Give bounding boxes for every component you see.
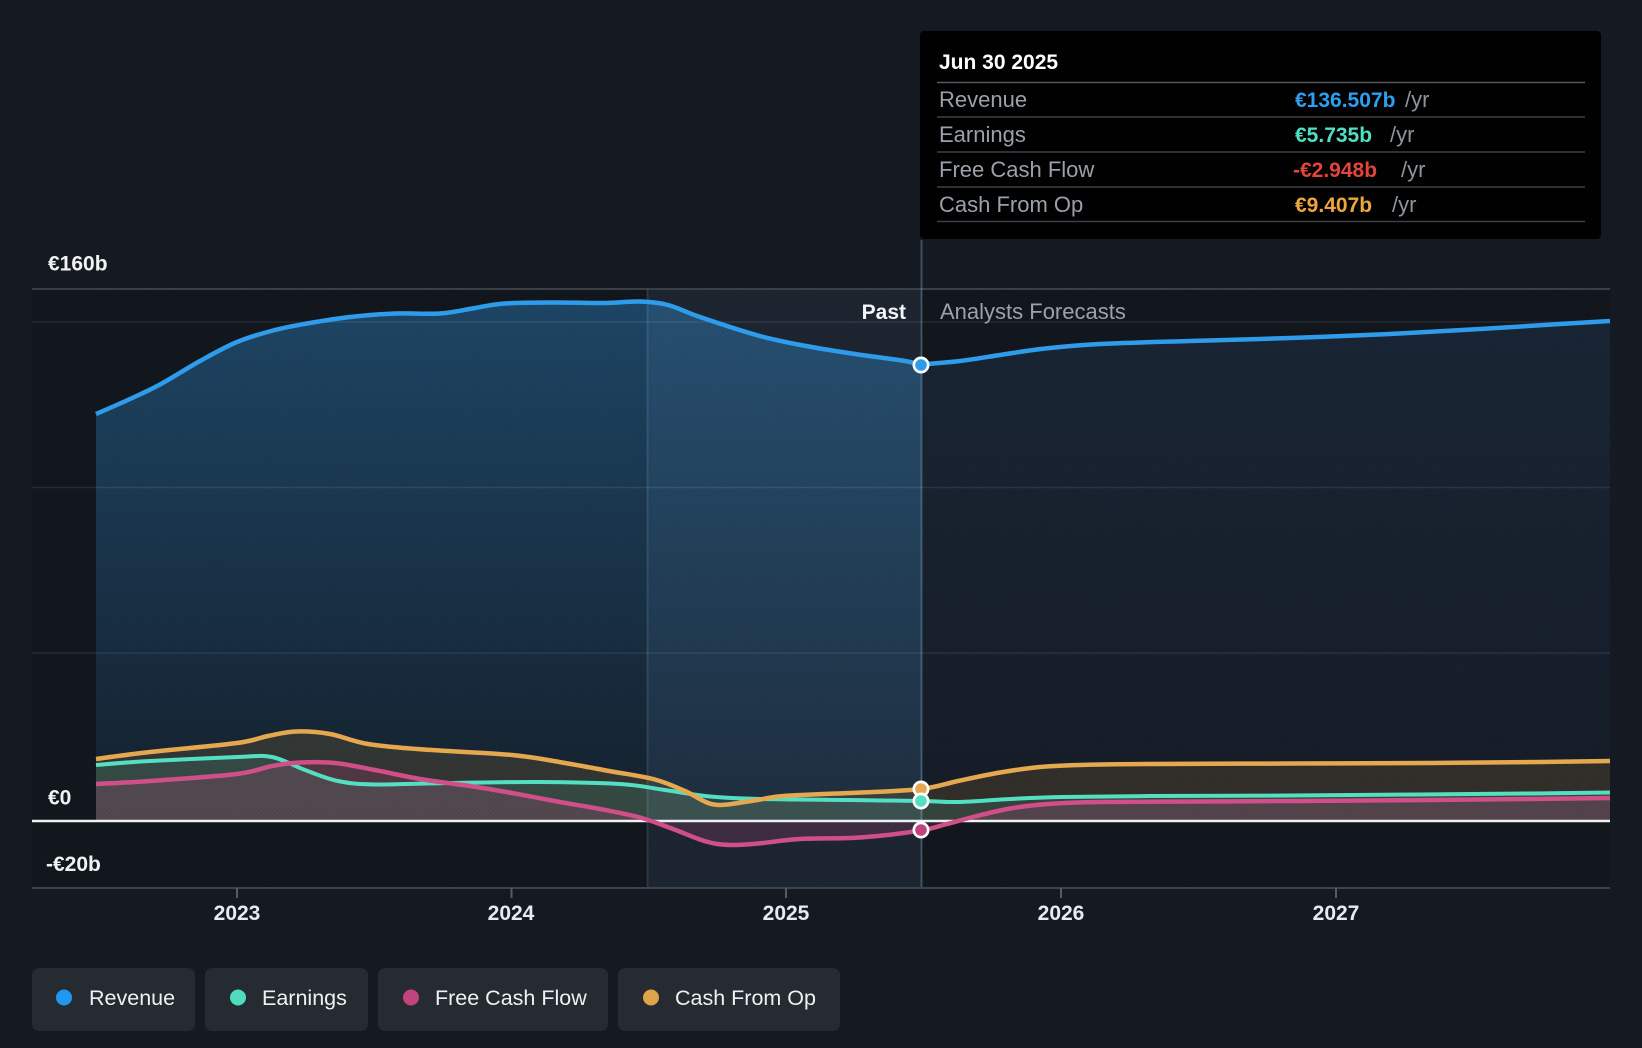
- svg-text:2023: 2023: [214, 902, 261, 925]
- svg-text:€5.735b: €5.735b: [1295, 124, 1372, 147]
- svg-text:/yr: /yr: [1405, 87, 1429, 112]
- svg-text:Revenue: Revenue: [89, 986, 175, 1010]
- svg-text:/yr: /yr: [1401, 157, 1425, 182]
- svg-text:2026: 2026: [1038, 902, 1085, 925]
- svg-text:-€2.948b: -€2.948b: [1293, 159, 1377, 182]
- svg-text:2024: 2024: [488, 902, 535, 925]
- svg-text:-€20b: -€20b: [46, 853, 101, 876]
- svg-text:Jun 30 2025: Jun 30 2025: [939, 51, 1058, 74]
- svg-text:Past: Past: [862, 301, 906, 324]
- svg-text:2027: 2027: [1313, 902, 1360, 925]
- svg-text:/yr: /yr: [1392, 192, 1416, 217]
- svg-text:Earnings: Earnings: [939, 122, 1026, 147]
- svg-text:€9.407b: €9.407b: [1295, 194, 1372, 217]
- svg-text:2025: 2025: [763, 902, 810, 925]
- svg-text:Analysts Forecasts: Analysts Forecasts: [940, 299, 1126, 324]
- svg-text:Cash From Op: Cash From Op: [675, 986, 816, 1010]
- svg-text:/yr: /yr: [1390, 122, 1414, 147]
- svg-text:€160b: €160b: [48, 253, 108, 276]
- svg-text:Cash From Op: Cash From Op: [939, 192, 1083, 217]
- svg-text:€0: €0: [48, 787, 71, 810]
- svg-text:Free Cash Flow: Free Cash Flow: [939, 157, 1094, 182]
- svg-text:Free Cash Flow: Free Cash Flow: [435, 986, 587, 1010]
- svg-text:Earnings: Earnings: [262, 986, 347, 1010]
- svg-text:€136.507b: €136.507b: [1295, 89, 1395, 112]
- svg-text:Revenue: Revenue: [939, 87, 1027, 112]
